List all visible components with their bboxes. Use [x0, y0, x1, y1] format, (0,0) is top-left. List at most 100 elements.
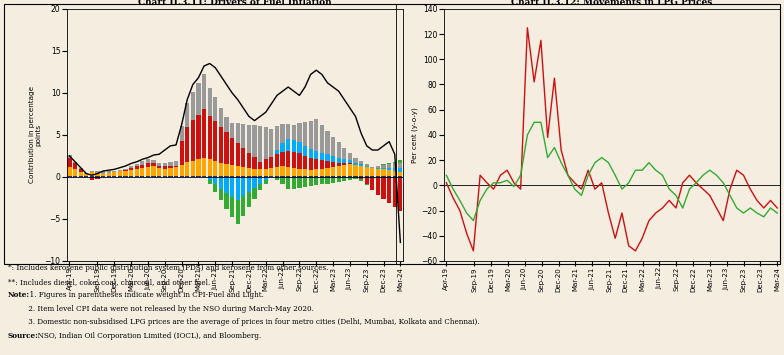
Bar	[236, 143, 240, 166]
Bar	[185, 127, 189, 162]
Bar	[303, 156, 307, 169]
Bar	[292, 152, 296, 168]
Bar	[247, 168, 251, 176]
Bar	[241, 148, 245, 167]
Bar	[281, 152, 285, 166]
Bar	[224, 176, 229, 177]
Bar	[292, 125, 296, 140]
Bar	[247, 176, 251, 177]
Bar	[281, 143, 285, 152]
Bar	[281, 166, 285, 176]
Bar	[191, 120, 195, 160]
Bar	[163, 163, 167, 166]
Bar	[275, 176, 279, 177]
Bar	[393, 168, 397, 171]
Bar	[135, 176, 139, 177]
Bar	[219, 176, 223, 177]
Bar	[123, 169, 128, 170]
Bar	[258, 126, 262, 162]
Bar	[331, 176, 336, 177]
Bar	[286, 151, 290, 167]
Bar	[348, 153, 352, 160]
Bar	[393, 162, 397, 163]
Bar	[73, 176, 77, 177]
Bar	[348, 163, 352, 164]
Bar	[219, 127, 223, 163]
Bar	[107, 176, 111, 177]
Bar	[90, 171, 94, 172]
Bar	[151, 166, 156, 176]
Bar	[202, 176, 206, 177]
Bar	[286, 139, 290, 151]
Bar	[236, 166, 240, 176]
Title: Chart II.3.12: Movements in LPG Prices: Chart II.3.12: Movements in LPG Prices	[511, 0, 713, 7]
Bar	[387, 164, 391, 168]
Bar	[365, 164, 368, 166]
Y-axis label: Per cent (y-o-y): Per cent (y-o-y)	[412, 107, 419, 163]
Bar	[325, 177, 329, 184]
Bar	[123, 176, 128, 177]
Bar	[342, 177, 347, 181]
Bar	[354, 177, 358, 179]
Bar	[365, 167, 368, 176]
Bar	[348, 176, 352, 177]
Bar	[303, 176, 307, 177]
Bar	[247, 125, 251, 153]
Bar	[382, 169, 386, 176]
Bar	[297, 142, 302, 153]
Bar	[140, 165, 144, 168]
Bar	[370, 176, 375, 177]
Bar	[376, 166, 380, 168]
Bar	[224, 177, 229, 193]
Bar	[208, 116, 212, 159]
Bar	[269, 176, 274, 177]
Bar	[359, 176, 363, 177]
Bar	[387, 177, 391, 203]
Bar	[224, 164, 229, 176]
Text: *: Includes kerosene public distribution system (PDS) and kerosene from other so: *: Includes kerosene public distribution…	[8, 264, 328, 273]
Bar	[230, 165, 234, 176]
Bar	[387, 163, 391, 164]
Bar	[96, 171, 100, 173]
Bar	[157, 165, 162, 168]
Bar	[370, 167, 375, 168]
Bar	[325, 161, 329, 168]
Bar	[297, 177, 302, 188]
Bar	[320, 176, 324, 177]
Bar	[354, 158, 358, 163]
Bar	[398, 172, 402, 176]
Bar	[331, 162, 336, 167]
Bar	[202, 158, 206, 176]
Bar	[354, 176, 358, 177]
Bar	[180, 165, 183, 176]
Bar	[213, 177, 217, 185]
Bar	[348, 164, 352, 176]
Bar	[252, 157, 256, 169]
Bar	[263, 127, 268, 159]
Bar	[365, 166, 368, 167]
Bar	[258, 169, 262, 176]
Bar	[157, 176, 162, 177]
Bar	[286, 176, 290, 177]
Bar	[208, 177, 212, 180]
Bar	[387, 176, 391, 177]
Bar	[263, 159, 268, 169]
Bar	[112, 171, 116, 172]
Bar	[78, 172, 83, 176]
Bar	[213, 121, 217, 161]
Bar	[241, 124, 245, 148]
Bar	[269, 157, 274, 168]
Bar	[309, 121, 313, 149]
Bar	[258, 162, 262, 169]
Bar	[342, 165, 347, 176]
Bar	[123, 171, 128, 176]
Bar	[90, 176, 94, 177]
Bar	[309, 170, 313, 176]
Bar	[236, 176, 240, 177]
Bar	[275, 126, 279, 150]
Bar	[135, 166, 139, 169]
Bar	[101, 176, 105, 177]
Bar	[331, 156, 336, 162]
Bar	[376, 168, 380, 169]
Bar	[67, 167, 71, 176]
